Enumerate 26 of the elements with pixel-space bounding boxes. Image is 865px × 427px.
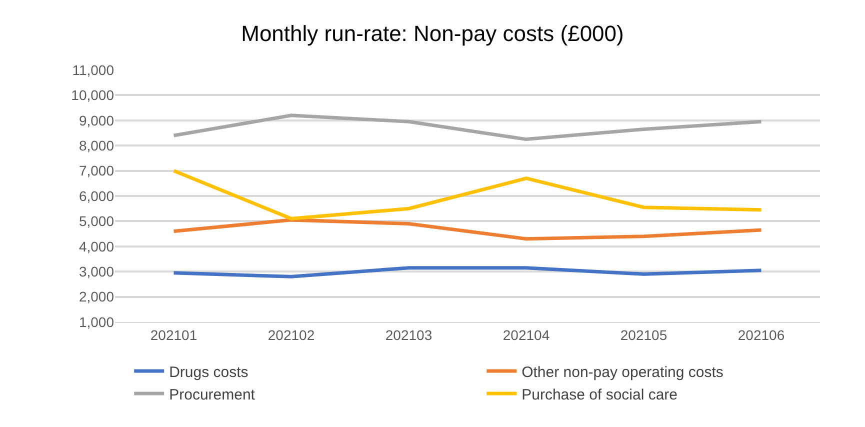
- y-tick-label: 7,000: [78, 162, 114, 179]
- y-tick-label: 8,000: [78, 138, 114, 154]
- x-tick-label: 202106: [738, 326, 785, 343]
- x-tick-label: 202103: [385, 326, 432, 343]
- y-tick-label: 9,000: [78, 112, 114, 128]
- x-tick-label: 202101: [150, 326, 198, 343]
- chart-title: Monthly run-rate: Non-pay costs (£000): [241, 21, 624, 46]
- line-series: [172, 114, 763, 142]
- legend-label: Drugs costs: [169, 364, 248, 381]
- y-tick-label: 5,000: [78, 213, 114, 230]
- legend-label: Purchase of social care: [522, 386, 678, 404]
- y-tick-label: 6,000: [78, 188, 114, 204]
- x-tick-label: 202102: [268, 326, 315, 343]
- legend-label: Other non-pay operating costs: [522, 364, 724, 381]
- y-tick-label: 2,000: [78, 288, 114, 305]
- line-series: [172, 266, 763, 278]
- legend-label: Procurement: [169, 386, 256, 404]
- y-tick-label: 3,000: [78, 264, 114, 280]
- x-tick-label: 202104: [502, 326, 550, 343]
- line-series: [172, 169, 763, 220]
- x-tick-label: 202105: [620, 326, 668, 343]
- y-tick-label: 10,000: [71, 87, 114, 104]
- y-tick-label: 4,000: [78, 238, 114, 254]
- y-tick-label: 1,000: [78, 314, 114, 330]
- y-tick-label: 11,000: [72, 62, 114, 78]
- line-series: [172, 218, 763, 241]
